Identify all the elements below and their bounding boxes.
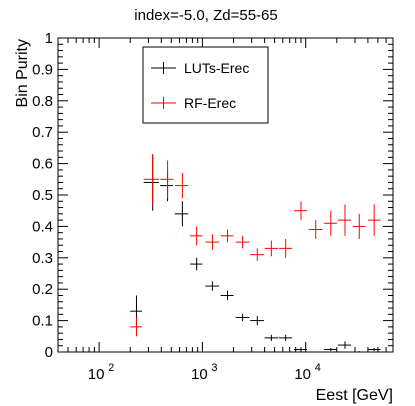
- series-layer: [130, 154, 381, 353]
- x-tick-label-base: 10: [191, 366, 208, 383]
- y-tick-label: 0.6: [32, 156, 53, 173]
- series-rf-erec: [130, 154, 381, 337]
- legend-label-luts-erec: LUTs-Erec: [184, 60, 249, 76]
- x-tick-label-exponent: 2: [108, 362, 114, 374]
- y-tick-label: 0.3: [32, 250, 53, 267]
- y-tick-label: 0.8: [32, 93, 53, 110]
- x-tick-label-base: 10: [294, 366, 311, 383]
- y-tick-label: 0: [45, 344, 53, 361]
- legend-label-rf-erec: RF-Erec: [184, 95, 236, 111]
- x-tick-label-exponent: 4: [315, 362, 321, 374]
- x-tick-label-base: 10: [88, 366, 105, 383]
- y-tick-label: 0.2: [32, 281, 53, 298]
- legend: LUTs-Erec RF-Erec: [142, 46, 269, 124]
- y-axis-label: Bin Purity: [14, 39, 31, 107]
- y-tick-label: 0.1: [32, 313, 53, 330]
- chart-title: index=-5.0, Zd=55-65: [134, 7, 277, 24]
- y-tick-label: 0.5: [32, 187, 53, 204]
- y-tick-label: 0.7: [32, 124, 53, 141]
- y-tick-label: 0.4: [32, 218, 53, 235]
- y-tick-label: 0.9: [32, 61, 53, 78]
- y-tick-label: 1: [45, 30, 53, 47]
- x-axis-label: Eest [GeV]: [316, 387, 393, 404]
- legend-box: [142, 46, 269, 124]
- x-tick-label-exponent: 3: [211, 362, 217, 374]
